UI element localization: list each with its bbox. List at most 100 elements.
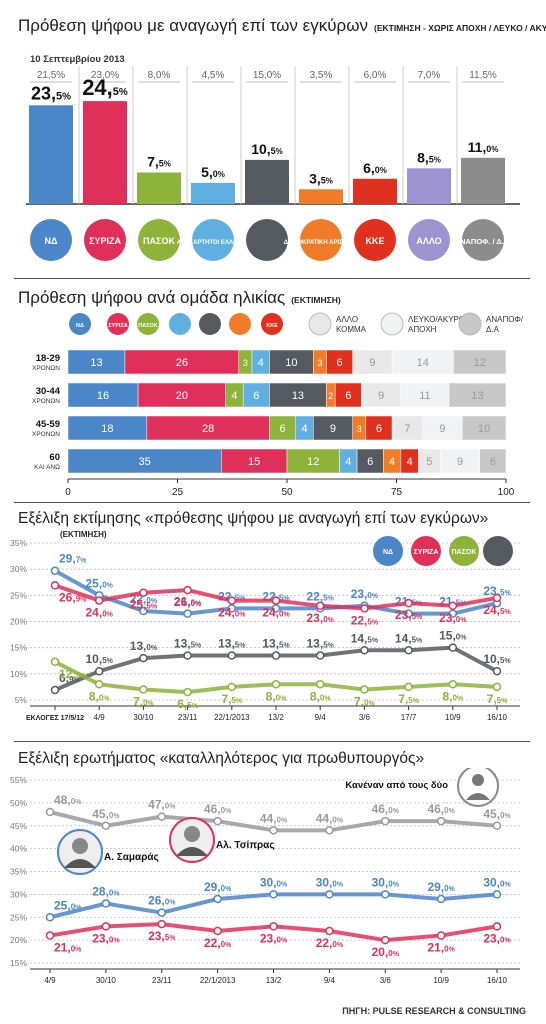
data-label-pct: % — [504, 813, 511, 820]
data-label-int: 7, — [221, 692, 231, 706]
data-label-dec: 0 — [143, 699, 148, 708]
stacked-segment — [269, 349, 314, 375]
x-tick-label: 10/9 — [433, 976, 449, 985]
y-tick-label: 35% — [10, 538, 27, 548]
data-label-dec: 5 — [500, 607, 505, 616]
data-label-int: 25, — [130, 598, 147, 612]
segment-value-label: 18 — [101, 423, 113, 435]
data-label-pct: % — [328, 643, 335, 650]
data-point — [157, 908, 166, 917]
data-label-dec: 5 — [146, 602, 151, 611]
data-label-dec: 0 — [109, 889, 114, 898]
data-label-dec: 0 — [109, 935, 114, 944]
stacked-segment — [67, 415, 148, 441]
data-label: 12,3% — [59, 667, 87, 681]
divider — [14, 741, 530, 742]
legend-label: Δ.Α — [486, 325, 500, 334]
data-label-dec: 0 — [221, 806, 226, 815]
data-label-dec: 0 — [452, 693, 457, 702]
stacked-segment — [352, 349, 393, 375]
previous-value-label: 8,0% — [148, 70, 171, 81]
bar-value-label: 8,5% — [417, 149, 441, 165]
data-label-int: 21, — [427, 941, 444, 955]
data-label: 22,0% — [204, 936, 232, 950]
data-point — [436, 816, 446, 826]
data-label-pct: % — [169, 804, 176, 811]
stacked-segment — [67, 448, 222, 474]
data-label: 24,0% — [218, 606, 246, 620]
bar-value-int: 3, — [309, 170, 321, 186]
stacked-segment — [391, 349, 454, 375]
data-label-int: 46, — [427, 802, 444, 816]
data-label-pct: % — [413, 698, 420, 705]
data-label-pct: % — [225, 886, 232, 893]
data-label-pct: % — [239, 643, 246, 650]
data-point — [436, 931, 446, 940]
bar-value-pct: % — [491, 145, 498, 154]
data-point — [448, 643, 458, 652]
data-point — [157, 812, 166, 821]
x-tick-label: 25 — [172, 487, 184, 498]
section1-date: 10 Σεπτεμβρίου 2013 — [30, 54, 125, 65]
data-label-int: 21, — [54, 941, 71, 955]
series-name-label: Αλ. Τσίπρας — [216, 840, 275, 851]
data-point — [227, 682, 237, 692]
bar-value-pct: % — [218, 170, 225, 179]
data-label: 6,9% — [59, 671, 80, 685]
data-label: 24,0% — [86, 606, 114, 620]
data-label-int: 15, — [439, 629, 456, 643]
y-tick-label: 25% — [10, 912, 27, 922]
data-label: 25,0% — [86, 576, 114, 590]
bar-value-int: 5, — [201, 164, 213, 180]
data-label-dec: 0 — [320, 693, 325, 702]
x-tick-label: 23/11 — [152, 976, 172, 985]
data-label: 7,5% — [398, 692, 419, 706]
data-label-dec: 9 — [76, 594, 81, 603]
segment-value-label: 9 — [330, 423, 336, 435]
data-label-dec: 3 — [76, 671, 81, 680]
data-label-dec: 0 — [102, 580, 107, 589]
data-label: 7,0% — [354, 695, 375, 709]
data-label-dec: 5 — [191, 599, 196, 608]
stacked-segment — [461, 415, 507, 441]
bar-value-label: 6,0% — [363, 160, 387, 176]
data-label-dec: 0 — [277, 815, 282, 824]
segment-value-label: 16 — [97, 390, 109, 402]
age-group-sublabel: ΧΡΟΝΩΝ — [32, 431, 60, 438]
data-label-pct: % — [113, 891, 120, 898]
data-label: 23,0% — [483, 931, 511, 945]
y-tick-label: 25% — [10, 590, 27, 600]
age-group-sublabel: ΚΑΙ ΑΝΩ — [34, 464, 60, 471]
data-label-dec: 0 — [102, 610, 107, 619]
person-head-icon — [472, 774, 484, 786]
data-label-pct: % — [324, 695, 331, 702]
legend-label: ΝΔ — [383, 549, 393, 556]
segment-value-label: 12 — [307, 456, 319, 468]
party-logo-label: ΑΝΑΠΟΦ. / Δ.Α. — [455, 237, 512, 246]
legend-swatch-icon — [308, 312, 332, 336]
x-tick-label: 22/1/2013 — [214, 713, 250, 722]
data-label-pct: % — [372, 619, 379, 626]
segment-value-label: 14 — [417, 357, 429, 369]
x-tick-label: 13/2 — [268, 713, 284, 722]
data-label-int: 8, — [89, 689, 99, 703]
data-label-pct: % — [75, 799, 82, 806]
data-label-dec: 0 — [221, 884, 226, 893]
data-label-dec: 5 — [102, 656, 107, 665]
bar-value-label: 10,5% — [251, 141, 283, 157]
data-label-pct: % — [328, 617, 335, 624]
data-label: 21,0% — [427, 941, 455, 955]
data-point — [492, 922, 502, 931]
data-label-pct: % — [73, 677, 80, 684]
data-label-int: 23, — [307, 611, 324, 625]
data-label-dec: 0 — [456, 633, 461, 642]
samaras-head-icon — [72, 838, 88, 854]
x-tick-label: ΕΚΛΟΓΕΣ 17/5/12 — [26, 715, 84, 722]
data-label-dec: 0 — [500, 811, 505, 820]
data-label-int: 23, — [439, 611, 456, 625]
bar-4 — [245, 159, 289, 204]
data-point — [50, 581, 60, 590]
data-point — [448, 609, 458, 618]
data-label-dec: 5 — [412, 635, 417, 644]
data-label-int: 30, — [316, 875, 333, 889]
